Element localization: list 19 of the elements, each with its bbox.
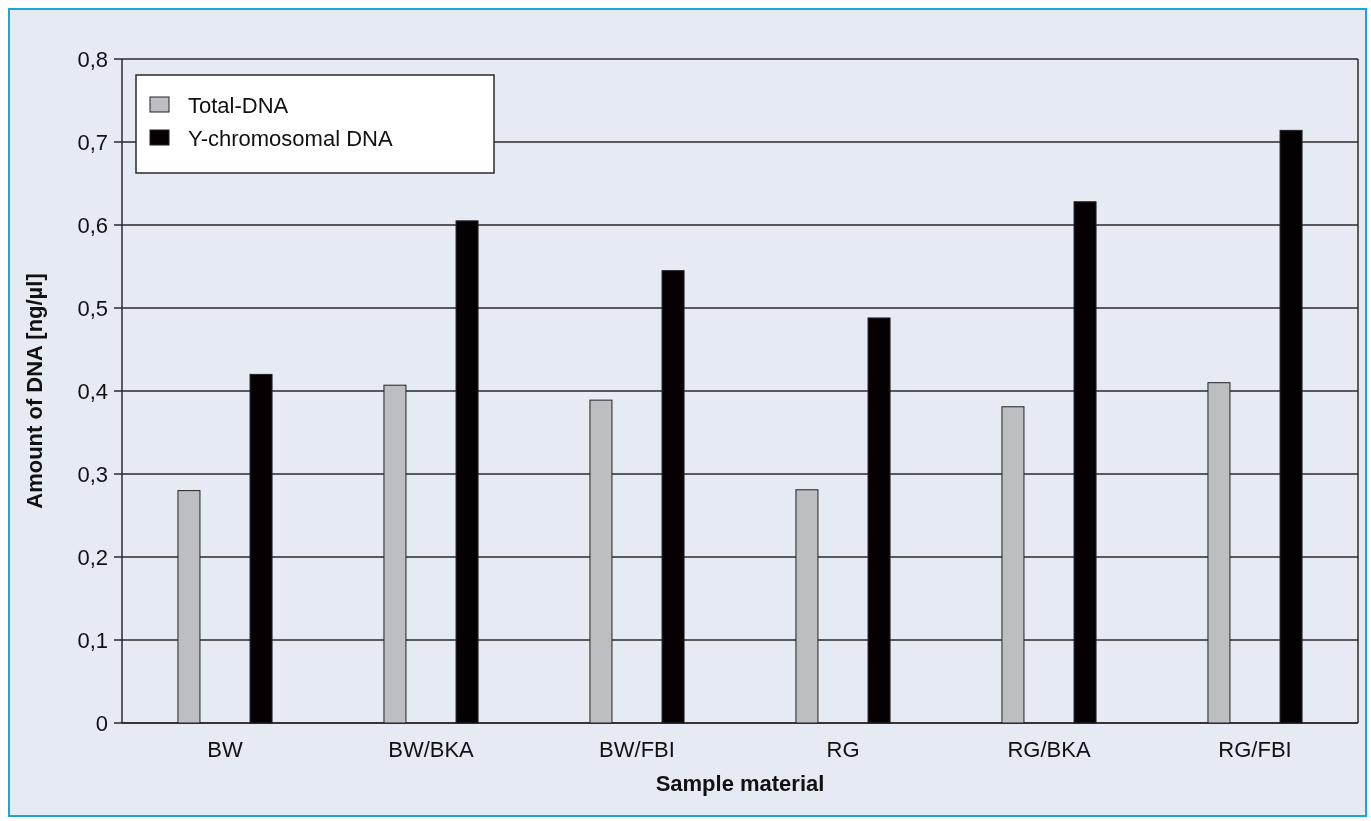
- legend-label: Y-chromosomal DNA: [188, 125, 393, 151]
- legend-label: Total-DNA: [188, 92, 289, 118]
- y-tick-label: 0,2: [77, 544, 108, 570]
- x-tick-label: RG/FBI: [1218, 737, 1292, 762]
- x-tick-label: RG: [826, 737, 860, 762]
- x-axis-title: Sample material: [655, 771, 825, 796]
- x-tick-label: BW: [207, 737, 243, 762]
- y-tick-label: 0,6: [77, 212, 108, 238]
- y-tick-label: 0,1: [77, 627, 108, 653]
- x-tick-label: BW/FBI: [599, 737, 675, 762]
- y-tick-label: 0,4: [77, 378, 108, 404]
- x-tick-label: RG/BKA: [1007, 737, 1091, 762]
- y-tick-label: 0,8: [77, 46, 108, 72]
- y-axis-title: Amount of DNA [ng/µl]: [22, 273, 47, 509]
- x-tick-label: BW/BKA: [388, 737, 475, 762]
- y-tick-label: 0: [95, 710, 108, 736]
- y-tick-label: 0,7: [77, 129, 108, 155]
- y-tick-label: 0,5: [77, 295, 108, 321]
- y-tick-label: 0,3: [77, 461, 108, 487]
